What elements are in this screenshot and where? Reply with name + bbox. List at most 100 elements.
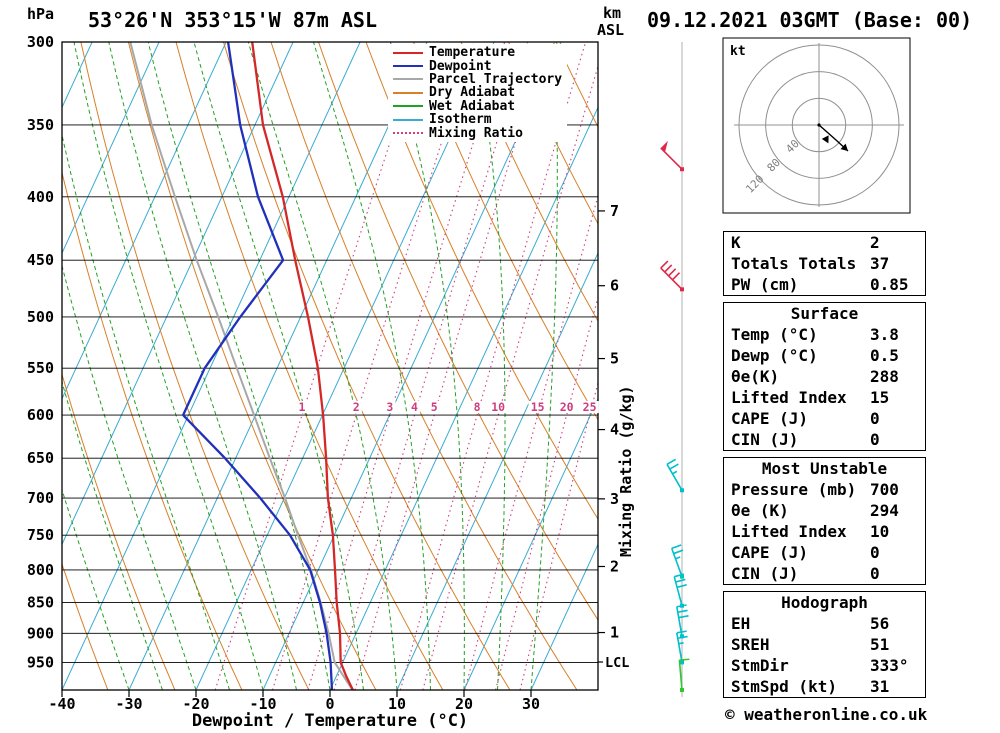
wind-barb-shaft xyxy=(660,267,683,290)
stat-label: θe(K) xyxy=(731,367,780,386)
legend-item-wet-adiabat: Wet Adiabat xyxy=(393,98,562,114)
isotherm-line xyxy=(128,42,428,690)
stat-value: 56 xyxy=(870,614,890,633)
dry-adiabat-line xyxy=(460,42,598,323)
table-row: Temp (°C) 3.8 xyxy=(724,324,925,345)
stat-value: 37 xyxy=(870,254,890,273)
km-tick-label: 7 xyxy=(610,202,619,220)
km-tick-label: 2 xyxy=(610,557,619,575)
pressure-tick-label: 350 xyxy=(27,116,54,134)
run-datetime: 09.12.2021 03GMT (Base: 00) xyxy=(647,8,973,32)
wind-barb-tick xyxy=(677,609,688,613)
isotherm-line xyxy=(396,251,598,690)
legend-item-temperature: Temperature xyxy=(393,45,562,61)
dry-adiabat-line xyxy=(413,42,598,421)
table-row: PW (cm) 0.85 xyxy=(724,274,925,295)
mixing-label-bg xyxy=(428,401,440,413)
table-row: StmSpd (kt) 31 xyxy=(724,676,925,697)
wind-barb-tick xyxy=(677,635,688,640)
temp-tick-label: -20 xyxy=(182,695,209,713)
stat-label: K xyxy=(731,233,741,252)
table-row: Dewp (°C) 0.5 xyxy=(724,345,925,366)
pressure-tick-label: 500 xyxy=(27,308,54,326)
dry-adiabat-line-icon xyxy=(393,91,423,94)
legend-label: Dry Adiabat xyxy=(429,85,516,101)
hodograph-ring xyxy=(791,97,847,153)
hodograph-ring xyxy=(765,71,873,179)
table-row: CIN (J) 0 xyxy=(724,563,925,584)
wind-barb-tick xyxy=(671,544,682,550)
wind-barb-column xyxy=(660,42,690,697)
wet-adiabat-line xyxy=(62,132,230,690)
pressure-tick-label: 600 xyxy=(27,406,54,424)
dry-adiabat-line xyxy=(508,42,598,225)
wind-barb-half-tick xyxy=(672,470,678,475)
wind-barb-tick xyxy=(669,463,679,470)
stat-label: Dewp (°C) xyxy=(731,346,818,365)
pressure-tick-label: 300 xyxy=(27,33,54,51)
wind-barb-tick xyxy=(666,458,677,465)
dry-adiabat-line xyxy=(62,562,109,690)
chart-legend: Temperature Dewpoint Parcel Trajectory D… xyxy=(388,44,568,142)
mixing-label-bg xyxy=(557,401,576,413)
wind-barb-tick xyxy=(676,583,687,589)
table-row: Totals Totals 37 xyxy=(724,253,925,274)
isotherm-line-icon xyxy=(393,118,423,121)
table-title: Hodograph xyxy=(781,593,868,612)
isotherm-line xyxy=(195,42,495,690)
hodograph-table: Hodograph EH 56 SREH 51 StmDir 333° StmSpd … xyxy=(723,591,926,698)
dry-adiabat-line xyxy=(80,42,310,690)
table-row: Lifted Index 15 xyxy=(724,387,925,408)
wind-barb-tick xyxy=(667,268,677,277)
mixing-ratio-value-label: 5 xyxy=(431,400,438,414)
wind-barb-half-tick xyxy=(675,556,681,560)
stat-value: 333° xyxy=(870,656,909,675)
legend-label: Temperature xyxy=(429,45,516,61)
table-row: θe(K) 288 xyxy=(724,366,925,387)
pressure-tick-label: 900 xyxy=(27,624,54,642)
wind-barb-shaft xyxy=(676,632,683,663)
stat-label: Lifted Index xyxy=(731,388,847,407)
mixing-label-bg xyxy=(408,401,421,413)
stat-label: CIN (J) xyxy=(731,430,799,449)
mixing-ratio-axis-title: Mixing Ratio (g/kg) xyxy=(617,385,635,557)
legend-label: Wet Adiabat xyxy=(429,98,516,114)
stat-label: θe (K) xyxy=(731,501,789,520)
mixing-ratio-value-label: 10 xyxy=(491,400,505,414)
table-row: Pressure (mb) 700 xyxy=(724,479,925,500)
stat-value: 0.5 xyxy=(870,346,899,365)
km-axis-label: km xyxy=(603,4,622,22)
km-tick-label: 1 xyxy=(610,624,619,642)
surface-table: Surface Temp (°C) 3.8 Dewp (°C) 0.5 θe(K) 2… xyxy=(723,302,926,451)
mixing-ratio-value-label: 8 xyxy=(474,400,481,414)
km-tick-label: 4 xyxy=(610,421,619,439)
legend-label: Parcel Trajectory xyxy=(429,71,563,87)
stat-label: PW (cm) xyxy=(731,275,799,294)
mixing-label-bg xyxy=(580,401,599,413)
mixing-ratio-value-label: 4 xyxy=(411,400,418,414)
table-row: θe (K) 294 xyxy=(724,500,925,521)
wet-adiabat-line-icon xyxy=(393,105,423,108)
legend-item-dry-adiabat: Dry Adiabat xyxy=(393,85,562,101)
legend-label: Isotherm xyxy=(429,112,492,128)
lcl-label: LCL xyxy=(605,655,629,671)
wet-adiabat-line xyxy=(62,263,197,690)
stat-value: 15 xyxy=(870,388,890,407)
isotherm-line xyxy=(463,397,598,690)
isotherm-line xyxy=(62,42,160,255)
wet-adiabat-line xyxy=(62,488,130,690)
asl-axis-label: ASL xyxy=(597,21,625,39)
dewpoint-curve xyxy=(181,42,334,690)
table-row: Lifted Index 10 xyxy=(724,521,925,542)
mixing-ratio-value-label: 20 xyxy=(560,400,574,414)
pressure-tick-label: 700 xyxy=(27,489,54,507)
wind-barb-shaft xyxy=(670,548,683,577)
mixing-label-bg xyxy=(384,401,396,413)
mixing-ratio-value-label: 3 xyxy=(386,400,393,414)
table-row: CIN (J) 0 xyxy=(724,429,925,450)
mixing-label-bg xyxy=(296,401,308,413)
temp-tick-label: -30 xyxy=(115,695,142,713)
